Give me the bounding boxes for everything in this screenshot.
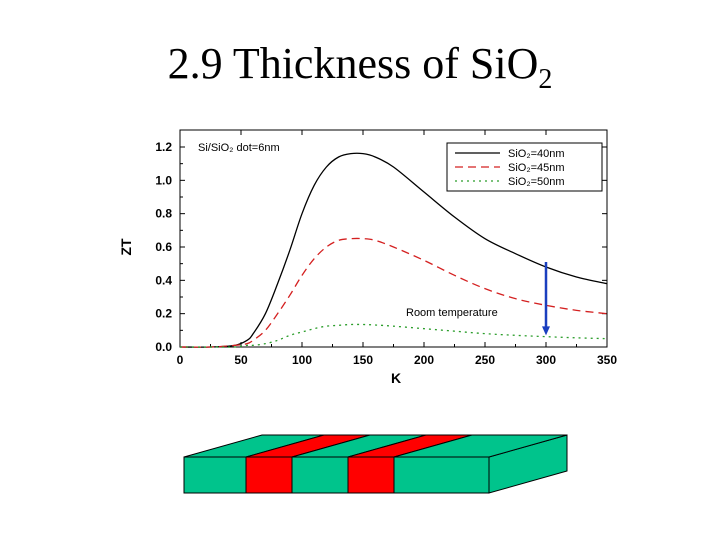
series-line-2 [179,237,608,348]
slide-title-subscript: 2 [538,64,553,95]
x-tick-label: 150 [353,353,373,367]
room-temp-arrow [542,262,550,336]
legend-label: SiO₂=40nm [508,148,565,160]
block-front-4 [347,456,395,494]
x-tick-label: 250 [475,353,495,367]
y-tick-label: 1.0 [155,173,172,187]
block-front-5 [393,456,490,494]
arrow-head [542,326,550,336]
x-tick-label: 300 [536,353,556,367]
top-left-annotation: Si/SiO₂ dot=6nm [198,142,280,154]
series-lines [179,152,608,348]
y-axis-label: ZT [118,238,134,256]
y-tick-label: 0.0 [155,340,172,354]
y-tick-label: 1.2 [155,140,172,154]
y-tick-label: 0.4 [155,273,172,287]
x-axis-label: K [391,370,401,386]
slide-title-main: 2.9 Thickness of SiO [167,39,539,88]
block-front-1 [183,456,247,494]
y-tick-labels: 0.0 0.2 0.4 0.6 0.8 1.0 1.2 [155,140,172,354]
series-line-1 [179,152,608,348]
legend-label: SiO₂=50nm [508,176,565,188]
x-tick-label: 100 [292,353,312,367]
block-front-2 [245,456,293,494]
slide-title: 2.9 Thickness of SiO2 [0,38,720,96]
x-tick-label: 350 [597,353,617,367]
y-tick-label: 0.8 [155,207,172,221]
y-tick-label: 0.6 [155,240,172,254]
x-tick-label: 200 [414,353,434,367]
arrow-label: Room temperature [406,307,498,319]
legend: SiO₂=40nm SiO₂=45nm SiO₂=50nm [446,142,603,192]
x-tick-labels: 0 50 100 150 200 250 300 350 [177,353,618,367]
x-tick-label: 50 [234,353,248,367]
y-tick-label: 0.2 [155,307,172,321]
legend-label: SiO₂=45nm [508,162,565,174]
x-tick-label: 0 [177,353,184,367]
block-front-3 [291,456,349,494]
